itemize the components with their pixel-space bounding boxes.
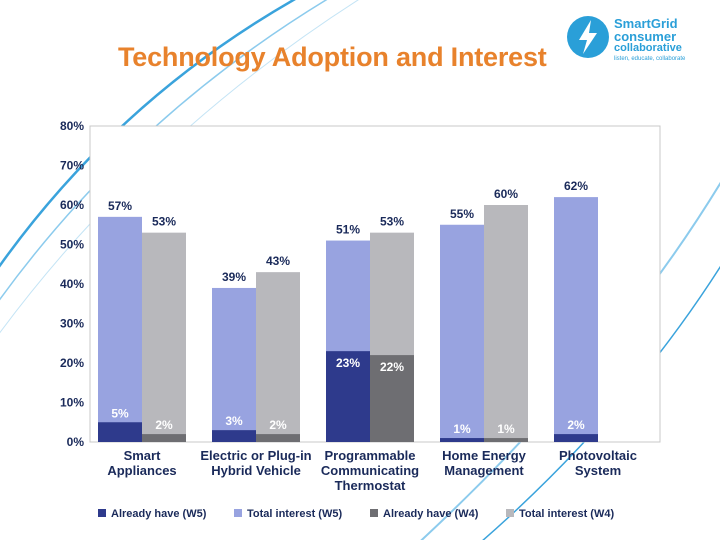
logo-tagline: listen, educate, collaborate — [614, 56, 686, 62]
data-label-total: 53% — [152, 215, 176, 229]
legend-item-total-w5: Total interest (W5) — [234, 508, 342, 520]
data-label-already-have: 22% — [380, 360, 404, 374]
data-label-total: 60% — [494, 187, 518, 201]
legend-label: Already have (W5) — [111, 508, 207, 520]
data-label-already-have: 1% — [453, 422, 471, 436]
bar-already-have-w4 — [142, 434, 186, 442]
data-label-already-have: 2% — [567, 418, 585, 432]
y-tick-label: 50% — [60, 238, 84, 252]
legend-swatch — [370, 509, 378, 517]
x-category-label: Programmable — [324, 448, 415, 463]
data-label-already-have: 23% — [336, 356, 360, 370]
bar-total-interest-w4 — [256, 272, 300, 442]
bar-already-have-w5 — [98, 422, 142, 442]
x-category-label: Photovoltaic — [559, 448, 637, 463]
legend-label: Already have (W4) — [383, 508, 479, 520]
x-category-label: Thermostat — [335, 478, 406, 493]
bar-total-interest-w5 — [554, 197, 598, 442]
bar-total-interest-w5 — [212, 287, 256, 442]
bar-already-have-w5 — [326, 351, 370, 442]
x-category-label: Appliances — [107, 463, 176, 478]
data-label-already-have: 5% — [111, 406, 129, 420]
data-label-total: 51% — [336, 223, 360, 237]
data-label-total: 57% — [108, 199, 132, 213]
x-category-label: System — [575, 463, 621, 478]
bar-total-interest-w4 — [142, 232, 186, 442]
data-label-already-have: 2% — [269, 418, 287, 432]
bar-already-have-w5 — [554, 434, 598, 442]
x-category-label: Smart — [124, 448, 162, 463]
data-label-already-have: 2% — [155, 418, 173, 432]
legend-item-total-w4: Total interest (W4) — [506, 508, 614, 520]
bar-already-have-w5 — [212, 430, 256, 442]
data-label-total: 43% — [266, 254, 290, 268]
data-label-total: 55% — [450, 207, 474, 221]
lightning-bolt-icon — [567, 16, 609, 58]
x-category-label: Electric or Plug-in — [200, 448, 311, 463]
logo-line-1: SmartGrid — [614, 16, 678, 31]
bar-total-interest-w4 — [484, 205, 528, 442]
y-tick-label: 20% — [60, 356, 84, 370]
y-tick-label: 0% — [67, 435, 85, 449]
legend-swatch — [234, 509, 242, 517]
y-tick-label: 10% — [60, 396, 84, 410]
y-tick-label: 80% — [60, 119, 84, 133]
data-label-total: 53% — [380, 215, 404, 229]
bar-total-interest-w5 — [440, 224, 484, 442]
data-label-already-have: 1% — [497, 422, 515, 436]
bar-already-have-w4 — [484, 438, 528, 442]
x-category-label: Home Energy — [442, 448, 527, 463]
data-label-total: 39% — [222, 270, 246, 284]
logo-line-3: collaborative — [614, 42, 682, 54]
y-tick-label: 70% — [60, 159, 84, 173]
bar-already-have-w4 — [370, 355, 414, 442]
bar-already-have-w5 — [440, 438, 484, 442]
x-category-label: Communicating — [321, 463, 419, 478]
logo-line-2: consumer — [614, 29, 677, 44]
x-category-label: Hybrid Vehicle — [211, 463, 301, 478]
legend-label: Total interest (W5) — [247, 508, 343, 520]
data-label-total: 62% — [564, 179, 588, 193]
bar-total-interest-w5 — [98, 216, 142, 442]
y-tick-label: 60% — [60, 198, 84, 212]
legend-swatch — [98, 509, 106, 517]
y-tick-label: 40% — [60, 277, 84, 291]
data-label-already-have: 3% — [225, 414, 243, 428]
x-category-label: Management — [444, 463, 524, 478]
smartgrid-logo: SmartGrid consumer collaborative listen,… — [566, 14, 716, 66]
legend-item-already-w4: Already have (W4) — [370, 508, 478, 520]
y-tick-label: 30% — [60, 317, 84, 331]
legend-swatch — [506, 509, 514, 517]
page-title: Technology Adoption and Interest — [118, 42, 547, 72]
legend-item-already-w5: Already have (W5) — [98, 508, 206, 520]
bar-already-have-w4 — [256, 434, 300, 442]
legend-label: Total interest (W4) — [519, 508, 615, 520]
